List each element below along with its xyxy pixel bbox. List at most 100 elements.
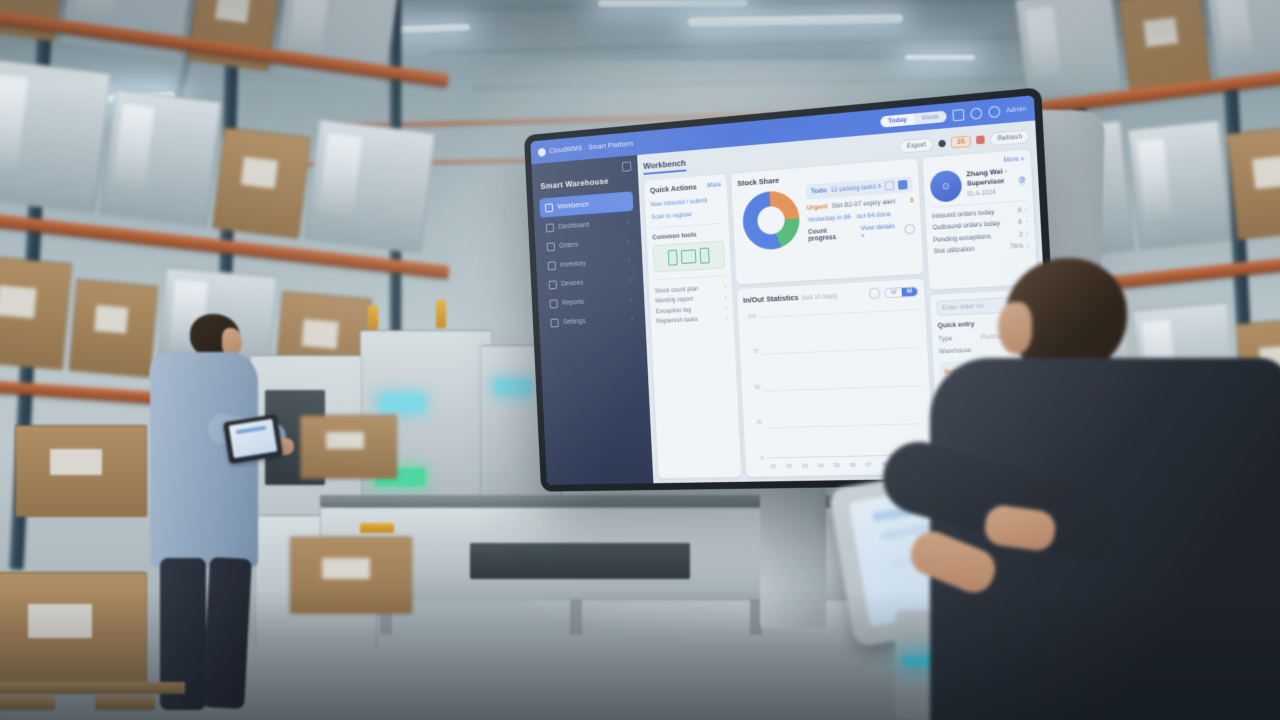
user-avatar-icon[interactable]	[987, 105, 1000, 118]
quick-item-label: Replenish tasks	[656, 316, 699, 326]
quick-section-title: Common tools	[652, 231, 697, 242]
stat-value: 8	[1017, 206, 1022, 214]
green-doc-icon	[680, 249, 697, 264]
quick-more-link[interactable]: More	[706, 181, 722, 190]
x-tick-label: 03	[802, 463, 809, 470]
quick-item[interactable]: Monthly report ›	[655, 294, 727, 305]
menu-item-label: Orders	[559, 241, 579, 250]
period-week[interactable]: Week	[914, 110, 947, 125]
machine-cap	[368, 306, 378, 330]
brand-logo-icon	[537, 147, 547, 157]
sidebar-menu: Workbench › Dashboard › Orders › Inventory › Dev…	[539, 191, 639, 331]
avatar: ☺	[929, 169, 963, 203]
quick-items: Stock count plan › Monthly report › Exceptio…	[655, 280, 729, 328]
ceiling-light	[598, 0, 748, 7]
quick-item-label: Monthly report	[655, 295, 694, 305]
ceiling-light	[687, 14, 904, 27]
menu-item-icon	[550, 318, 559, 328]
chevron-right-icon: ›	[725, 314, 728, 322]
divider	[651, 222, 723, 229]
bar-chart-head: In/Out Statistics (last 10 days) W M	[743, 285, 919, 306]
period-toggle[interactable]: Today Week	[880, 110, 947, 128]
x-tick-label: 02	[786, 463, 793, 471]
chevron-right-icon: ›	[724, 293, 727, 301]
y-tick-label: 75	[752, 349, 759, 356]
export-button[interactable]: Export	[899, 137, 934, 154]
menu-item-label: Devices	[560, 279, 584, 288]
bell-icon[interactable]	[969, 106, 982, 120]
quick-card-title: Quick Actions	[649, 182, 697, 195]
person-face	[998, 302, 1032, 354]
stat-value-wrap: 8 ›	[1018, 206, 1028, 214]
x-tick-label: 01	[770, 464, 777, 471]
quick-item[interactable]: Stock count plan ›	[655, 283, 727, 294]
bar-title-wrap: In/Out Statistics (last 10 days)	[743, 291, 837, 305]
bar-chart-title: In/Out Statistics	[742, 292, 799, 305]
stat-label: Outbound orders today	[932, 219, 1001, 232]
sidebar-item-devices[interactable]: Devices ›	[543, 272, 637, 294]
page-title: Workbench	[642, 157, 687, 175]
chevron-right-icon: ›	[626, 218, 629, 226]
user-name: Admin	[1005, 104, 1027, 115]
info-circle-icon[interactable]	[869, 287, 881, 300]
cardboard-box	[212, 127, 312, 240]
progress-label: Count progress	[807, 227, 837, 243]
quick-item[interactable]: Exception log ›	[656, 304, 728, 315]
y-tick-label: 25	[756, 420, 763, 427]
quick-item[interactable]: Replenish tasks ›	[656, 315, 728, 325]
stat-row[interactable]: Inbound orders today 8 ›	[932, 206, 1028, 220]
menu-item-icon	[544, 202, 554, 213]
profile-sub: ID A-1024	[967, 189, 996, 198]
wrapped-pallet	[304, 118, 436, 255]
todo-tag: Todo	[810, 187, 827, 196]
sidebar-item-reports[interactable]: Reports ›	[544, 291, 638, 313]
quick-link[interactable]: New inbound / submit	[650, 197, 708, 209]
stat-value: 6	[1018, 218, 1023, 227]
profile-more-link[interactable]: More »	[1003, 155, 1025, 165]
menu-item-icon	[549, 299, 558, 309]
profile-name-text: Zhang Wei · Supervisor	[966, 168, 1008, 189]
period-today[interactable]: Today	[887, 115, 908, 125]
y-tick-label: 100	[747, 314, 757, 321]
quick-widget[interactable]	[652, 240, 726, 273]
stat-value-wrap: 6 ›	[1018, 218, 1028, 226]
menu-item-icon	[547, 261, 556, 271]
brand-title: CloudWMS · Smart Platform	[549, 140, 634, 155]
chevron-right-icon: ›	[628, 257, 631, 265]
progress-link[interactable]: View details »	[860, 222, 896, 240]
refresh-button[interactable]: Refresh	[989, 128, 1030, 146]
midground-box-stack	[290, 415, 490, 614]
urgent-count: 3	[909, 196, 914, 205]
circle-icon	[904, 223, 916, 235]
wood-pallet	[95, 696, 155, 710]
wrapped-pallet	[0, 56, 112, 214]
menu-item-label: Settings	[562, 318, 586, 326]
alert-icon[interactable]	[976, 135, 986, 145]
badge-icon	[897, 179, 908, 190]
stat-row[interactable]: Outbound orders today 6 ›	[932, 218, 1028, 232]
cardboard-box	[15, 425, 147, 517]
menu-item-label: Inventory	[560, 260, 587, 269]
wood-pallet	[0, 682, 185, 694]
sidebar-item-settings[interactable]: Settings ›	[545, 310, 639, 331]
count-badge[interactable]: 25	[950, 134, 972, 148]
card-head: Quick Actions More	[650, 180, 722, 194]
chevron-right-icon: ›	[625, 198, 628, 205]
menu-item-icon	[545, 223, 555, 233]
profile-badge-icon[interactable]: @	[1018, 175, 1026, 186]
chevron-right-icon: ›	[725, 304, 728, 312]
quick-link[interactable]: Scan to register	[651, 211, 693, 222]
chevron-right-icon: ›	[1025, 230, 1029, 238]
apps-grid-icon[interactable]	[951, 108, 965, 121]
header-controls: Export 25 Refresh	[899, 128, 1030, 154]
machine-indicator-cyan	[495, 380, 531, 394]
green-bar-icon	[699, 247, 710, 264]
status-dot-icon	[938, 139, 946, 147]
sidebar-item-inventory[interactable]: Inventory ›	[542, 252, 636, 274]
urgent-text: Slot B2-07 expiry alert	[831, 198, 896, 211]
operator-right	[874, 240, 1280, 720]
chevron-right-icon: ›	[630, 315, 634, 323]
cardboard-box	[0, 572, 147, 694]
checkbox-icon[interactable]	[884, 180, 895, 191]
